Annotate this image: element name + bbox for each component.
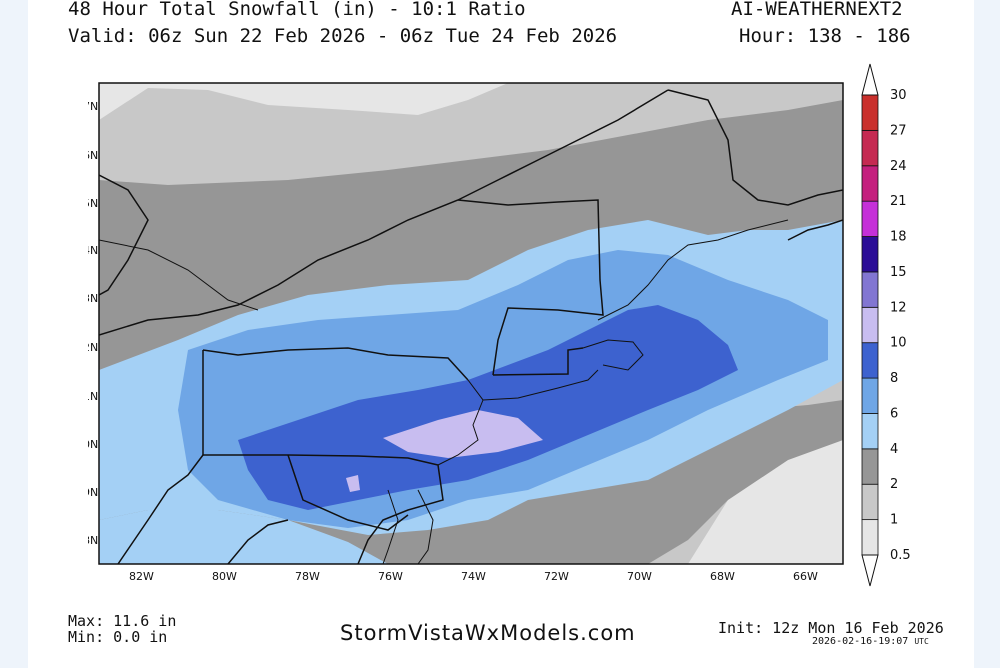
lat-label: 45N [88, 197, 98, 210]
legend-level-label: 1 [890, 513, 898, 528]
map-title: 48 Hour Total Snowfall (in) - 10:1 Ratio [68, 0, 526, 20]
timestamp-timezone: UTC [914, 637, 929, 646]
legend-level-label: 12 [890, 300, 907, 315]
lon-label: 74W [461, 570, 486, 583]
generated-timestamp: 2026-02-16-19:07 UTC [812, 636, 929, 647]
lat-label: 46N [88, 149, 98, 162]
longitude-labels: 82W 80W 78W 76W 74W 72W 70W 68W 66W [129, 570, 818, 583]
init-time: Init: 12z Mon 16 Feb 2026 [718, 619, 944, 637]
forecast-panel: 48 Hour Total Snowfall (in) - 10:1 Ratio… [28, 0, 974, 668]
lat-label: 47N [88, 100, 98, 113]
legend-level-label: 6 [890, 406, 898, 421]
legend-swatch [861, 413, 879, 450]
legend-swatch [861, 377, 879, 414]
legend-level-label: 27 [890, 123, 907, 138]
lon-label: 76W [378, 570, 403, 583]
snow-band-trace [99, 83, 508, 120]
legend-swatch [861, 342, 879, 379]
legend-swatch [861, 271, 879, 308]
lon-label: 66W [793, 570, 818, 583]
lon-label: 70W [627, 570, 652, 583]
lat-label: 43N [88, 292, 98, 305]
legend-swatch [861, 129, 879, 167]
max-value: Max: 11.6 in [68, 612, 177, 630]
legend-level-label: 21 [890, 194, 907, 209]
lon-label: 80W [212, 570, 237, 583]
lon-label: 72W [544, 570, 569, 583]
valid-period: Valid: 06z Sun 22 Feb 2026 - 06z Tue 24 … [68, 25, 618, 47]
lat-label: 38N [88, 534, 98, 547]
legend-level-label: 4 [890, 442, 898, 457]
legend-swatch [861, 165, 879, 202]
lon-label: 68W [710, 570, 735, 583]
legend-swatch [861, 200, 879, 237]
boundaries [99, 89, 843, 564]
model-name: AI-WEATHERNEXT2 [731, 0, 903, 20]
legend-swatch [861, 94, 879, 131]
min-value: Min: 0.0 in [68, 628, 168, 646]
legend-swatch [861, 483, 879, 521]
lat-label: 39N [88, 486, 98, 499]
snow-band-10in-spot [346, 475, 360, 492]
legend-swatch [861, 236, 879, 273]
site-brand: StormVistaWxModels.com [340, 621, 636, 645]
legend-level-label: 18 [890, 230, 907, 245]
legend-level-label: 15 [890, 265, 907, 280]
lon-label: 82W [129, 570, 154, 583]
legend-swatch [861, 519, 879, 556]
legend-level-label: 24 [890, 159, 907, 174]
legend-swatch [861, 306, 879, 344]
legend-level-label: 8 [890, 371, 898, 386]
lat-label: 42N [88, 341, 98, 354]
snow-band-8in [238, 305, 738, 510]
snow-band-4in-sw [99, 510, 388, 564]
forecast-hours: Hour: 138 - 186 [739, 25, 911, 47]
legend-top-arrow [861, 63, 879, 96]
legend-level-label: 0.5 [890, 548, 911, 563]
coastline [99, 219, 789, 564]
snow-band-trace-se [688, 440, 843, 564]
legend-level-label: 10 [890, 336, 907, 351]
map-frame [98, 82, 844, 565]
snow-band-10in [383, 410, 543, 458]
legend-level-label: 2 [890, 477, 898, 492]
latitude-labels: 47N 46N 45N 44N 43N 42N 41N 40N 39N 38N [88, 100, 98, 547]
snowfall-map: 47N 46N 45N 44N 43N 42N 41N 40N 39N 38N … [88, 82, 844, 583]
lat-label: 41N [88, 390, 98, 403]
legend-bottom-arrow [861, 554, 879, 587]
legend-level-label: 30 [890, 88, 907, 103]
legend-swatches [861, 94, 879, 556]
lon-label: 78W [295, 570, 320, 583]
lat-label: 44N [88, 244, 98, 257]
lat-label: 40N [88, 438, 98, 451]
legend-swatch [861, 448, 879, 485]
